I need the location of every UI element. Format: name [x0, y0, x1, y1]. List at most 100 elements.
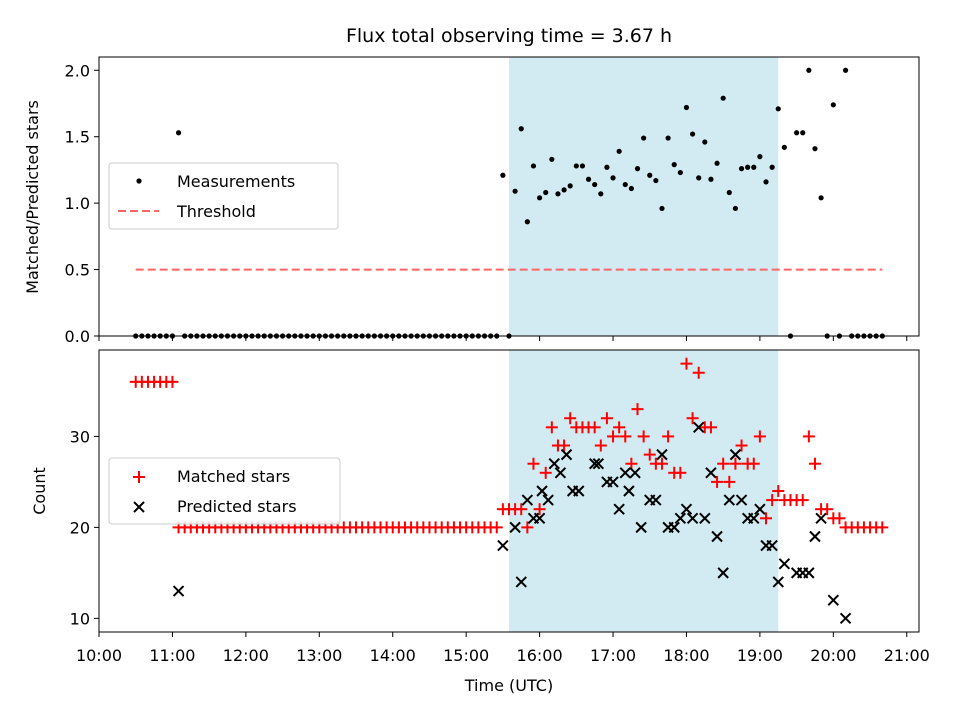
predicted-point [650, 494, 662, 506]
predicted-point [588, 458, 601, 470]
measurement-point [696, 175, 702, 181]
measurement-point [175, 130, 182, 136]
predicted-point-b [748, 512, 760, 524]
legend-threshold-label: Threshold [176, 202, 256, 221]
measurement-point [665, 135, 671, 141]
measurement-point [714, 160, 720, 166]
legend-matched-label: Matched stars [177, 467, 290, 486]
measurement-point [647, 172, 653, 178]
predicted-point [623, 485, 635, 497]
measurement-point [794, 130, 800, 136]
measurement-point [524, 219, 530, 225]
predicted-point-b [533, 512, 546, 524]
predicted-point-b [536, 485, 548, 497]
predicted-point [699, 512, 711, 524]
measurement-point [683, 104, 690, 111]
top-ylabel: Matched/Predicted stars [23, 100, 42, 294]
predicted-point [592, 458, 605, 470]
predicted-point-b [619, 467, 631, 479]
measurement-point [549, 156, 555, 162]
measurement-point [567, 183, 573, 189]
matched-point [539, 466, 552, 479]
legend-predicted-label: Predicted stars [177, 497, 297, 516]
predicted-point-b [717, 567, 729, 579]
matched-point [833, 512, 846, 525]
measurement-point [830, 102, 836, 108]
predicted-point [533, 512, 546, 524]
predicted-point [815, 512, 827, 524]
predicted-point [521, 494, 534, 506]
predicted-point-b [509, 521, 521, 534]
predicted-point [560, 448, 573, 461]
matched-point [564, 412, 577, 425]
predicted-point-b [613, 503, 625, 515]
predicted-point [172, 585, 185, 597]
matched-point [686, 412, 699, 425]
matched-point [766, 494, 779, 507]
measurement-point [536, 195, 543, 201]
x-axis-label: Time (UTC) [464, 676, 553, 695]
bottom-ytick-label: 10 [70, 609, 90, 628]
top-ytick-label: 1.0 [65, 194, 90, 213]
measurement-point [781, 144, 787, 150]
predicted-point-b [772, 576, 784, 588]
bottom-ytick-label: 30 [70, 427, 90, 446]
top-axes-frame [98, 56, 920, 337]
predicted-point [497, 539, 509, 552]
predicted-point-b [548, 458, 560, 470]
matched-point [166, 375, 179, 388]
predicted-point-b [674, 512, 687, 524]
predicted-point-b [723, 494, 736, 506]
predicted-point [674, 512, 687, 524]
measurement-point [745, 164, 751, 170]
measurement-point [818, 195, 824, 201]
measurement-point [726, 189, 732, 196]
predicted-point [554, 467, 567, 479]
bottom-marks [129, 357, 889, 625]
matched-point [711, 475, 724, 488]
top-legend-box [108, 162, 339, 230]
matched-point [753, 430, 766, 443]
matched-point [876, 521, 889, 534]
predicted-point [635, 521, 647, 534]
top-ytick-label: 0.5 [65, 261, 90, 280]
matched-point [723, 475, 736, 488]
measurement-point [689, 131, 696, 137]
bottom-xtick-label: 14:00 [370, 646, 416, 665]
predicted-point [509, 521, 521, 534]
matched-point [600, 412, 613, 425]
matched-point [625, 457, 638, 470]
predicted-point [613, 503, 625, 515]
predicted-point [803, 567, 815, 579]
predicted-point [542, 494, 554, 506]
matched-point [515, 503, 528, 516]
predicted-point-b [521, 494, 534, 506]
matched-point [521, 521, 534, 534]
bottom-xtick-label: 10:00 [76, 646, 122, 665]
bottom-ytick-label: 20 [70, 518, 90, 537]
chart-title: Flux total observing time = 3.67 h [346, 25, 672, 47]
matched-point [588, 421, 601, 434]
measurement-point [592, 181, 598, 188]
predicted-point-b [705, 467, 717, 479]
predicted-point-b [827, 594, 840, 606]
predicted-point-b [815, 512, 827, 524]
bottom-ylabel: Count [30, 467, 49, 515]
top-ytick-label: 2.0 [65, 61, 90, 80]
predicted-point-b [592, 458, 605, 470]
matched-point [527, 457, 540, 470]
observing-span-top [509, 57, 779, 336]
measurement-point [610, 175, 616, 181]
predicted-point [766, 539, 778, 552]
predicted-point-b [515, 576, 527, 588]
measurement-point [518, 126, 524, 132]
predicted-point-b [588, 458, 601, 470]
measurement-point [757, 154, 763, 160]
predicted-point [723, 494, 736, 506]
bottom-xtick-label: 21:00 [884, 646, 930, 665]
matched-point [808, 457, 821, 470]
bottom-xtick-label: 17:00 [590, 646, 636, 665]
predicted-point-b [711, 530, 723, 543]
predicted-point-b [560, 448, 573, 461]
